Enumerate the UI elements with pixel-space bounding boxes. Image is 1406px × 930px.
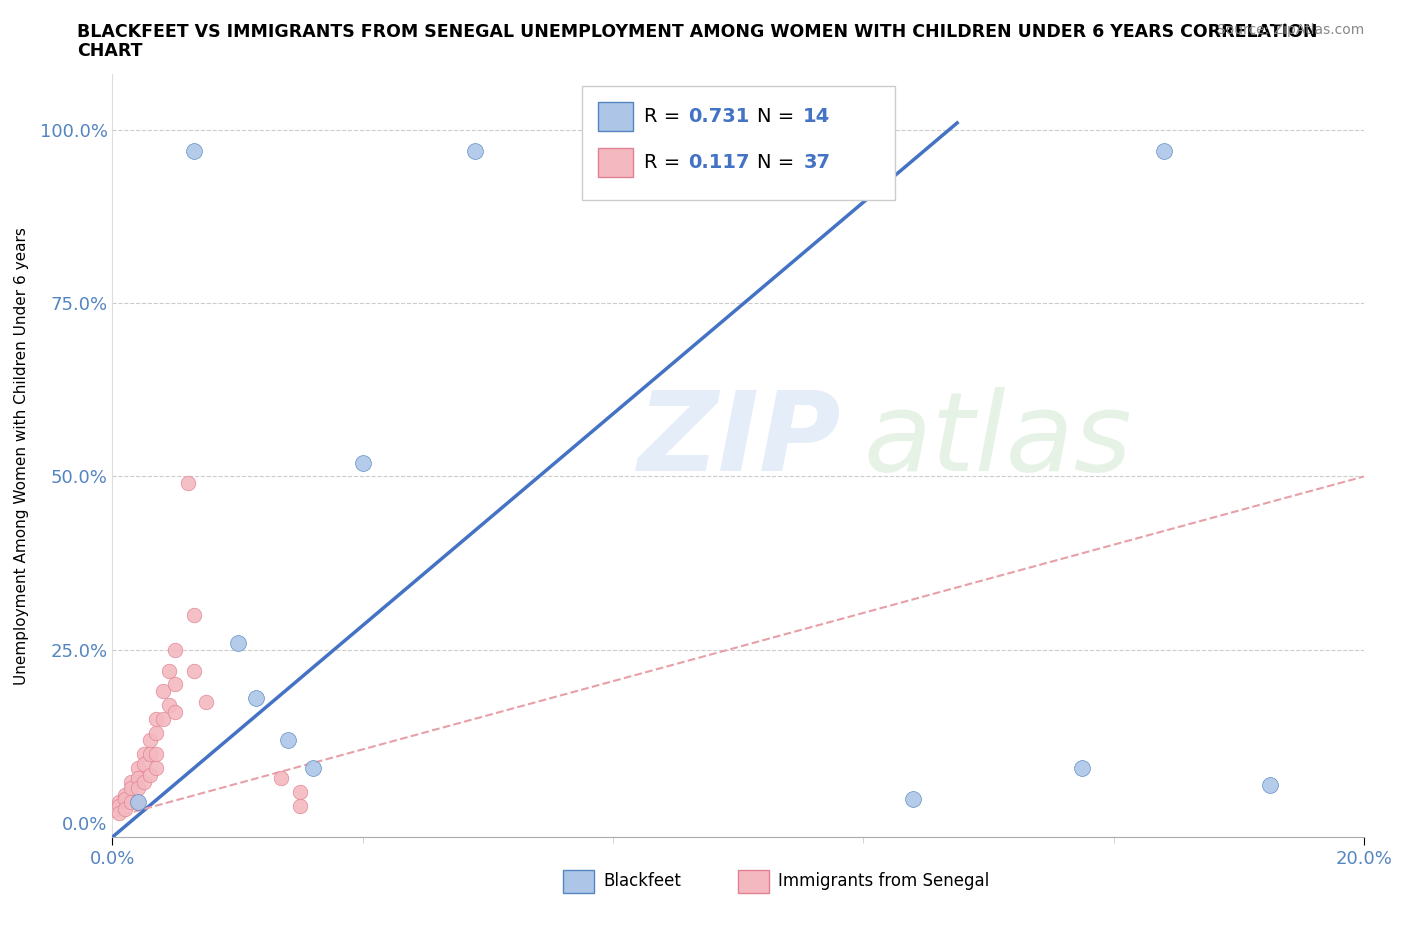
FancyBboxPatch shape (598, 148, 633, 177)
Text: Immigrants from Senegal: Immigrants from Senegal (778, 872, 990, 890)
Text: Source: ZipAtlas.com: Source: ZipAtlas.com (1216, 23, 1364, 37)
Text: CHART: CHART (77, 42, 143, 60)
FancyBboxPatch shape (598, 102, 633, 131)
Point (114, 791, 136, 806)
Point (145, 711, 167, 726)
Point (139, 733, 162, 748)
Point (1071, 760, 1094, 775)
Point (127, 760, 149, 775)
Point (903, 791, 925, 806)
Point (132, 757, 155, 772)
Point (120, 781, 142, 796)
Y-axis label: Unemployment Among Women with Children Under 6 years: Unemployment Among Women with Children U… (14, 227, 28, 684)
Point (107, 795, 129, 810)
Point (270, 771, 292, 786)
Point (127, 781, 149, 796)
Text: atlas: atlas (863, 387, 1132, 494)
Point (183, 607, 205, 622)
Point (127, 771, 149, 786)
Text: R =: R = (644, 153, 686, 172)
Point (245, 691, 267, 706)
Point (120, 795, 142, 810)
Point (277, 733, 299, 748)
Text: Blackfeet: Blackfeet (603, 872, 681, 890)
Point (183, 143, 205, 158)
Point (301, 760, 323, 775)
Point (120, 774, 142, 789)
Text: N =: N = (756, 107, 800, 126)
Point (727, 143, 749, 158)
Point (1153, 143, 1175, 158)
Text: R =: R = (644, 107, 686, 126)
Text: 0.731: 0.731 (688, 107, 749, 126)
Point (139, 767, 162, 782)
Text: BLACKFEET VS IMMIGRANTS FROM SENEGAL UNEMPLOYMENT AMONG WOMEN WITH CHILDREN UNDE: BLACKFEET VS IMMIGRANTS FROM SENEGAL UNE… (77, 23, 1317, 41)
Point (183, 663, 205, 678)
Point (152, 711, 174, 726)
Point (176, 476, 198, 491)
Point (602, 143, 624, 158)
Point (145, 725, 167, 740)
Text: N =: N = (756, 153, 800, 172)
Text: 37: 37 (803, 153, 830, 172)
Point (157, 698, 180, 712)
Point (107, 805, 129, 820)
Point (157, 663, 180, 678)
Point (163, 705, 186, 720)
Point (163, 677, 186, 692)
Text: ZIP: ZIP (638, 387, 842, 494)
FancyBboxPatch shape (738, 870, 769, 893)
FancyBboxPatch shape (582, 86, 894, 200)
Point (114, 802, 136, 817)
Point (290, 785, 312, 800)
Text: 0.117: 0.117 (688, 153, 749, 172)
Text: 14: 14 (803, 107, 831, 126)
Point (352, 455, 374, 470)
Point (290, 798, 312, 813)
Point (127, 795, 149, 810)
FancyBboxPatch shape (562, 870, 595, 893)
Point (152, 684, 174, 698)
Point (145, 747, 167, 762)
Point (132, 747, 155, 762)
Point (195, 695, 218, 710)
Point (107, 798, 129, 813)
Point (163, 643, 186, 658)
Point (464, 143, 486, 158)
Point (127, 795, 149, 810)
Point (132, 774, 155, 789)
Point (114, 788, 136, 803)
Point (226, 635, 249, 650)
Point (139, 747, 162, 762)
Point (145, 760, 167, 775)
Point (1258, 777, 1281, 792)
